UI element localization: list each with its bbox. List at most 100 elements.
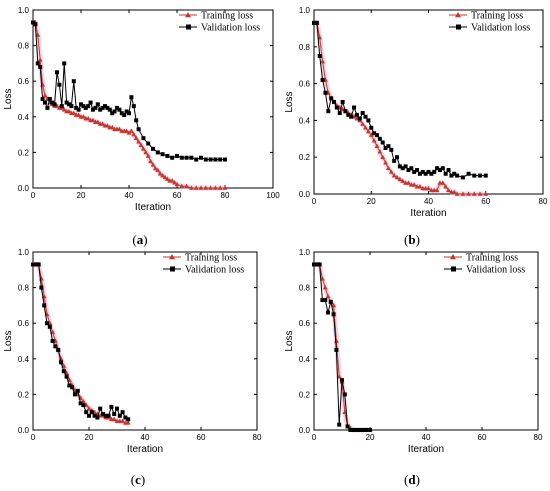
data-point (317, 54, 322, 58)
data-point (117, 107, 122, 112)
data-point (317, 262, 322, 267)
data-point (160, 172, 165, 178)
data-point (126, 130, 132, 135)
data-point (189, 185, 194, 190)
data-point (194, 157, 199, 162)
data-point (71, 110, 77, 116)
x-tick-label: 100 (266, 191, 280, 200)
data-point (352, 105, 357, 110)
data-point (334, 338, 339, 343)
data-point (369, 125, 374, 130)
data-point (332, 100, 337, 104)
data-point (198, 185, 204, 190)
data-point (471, 191, 477, 196)
data-point (314, 262, 319, 267)
data-point (478, 173, 483, 178)
data-point (125, 420, 131, 425)
data-point (67, 383, 72, 388)
data-point (81, 114, 86, 119)
data-point (440, 180, 446, 185)
data-point (360, 111, 365, 116)
data-point (64, 100, 69, 105)
legend-label: Validation loss (201, 23, 260, 34)
data-point (189, 155, 194, 160)
data-point (75, 388, 80, 393)
data-point (83, 105, 88, 110)
data-point (126, 417, 131, 422)
data-point (326, 310, 330, 315)
data-point (61, 369, 66, 374)
legend-marker (451, 266, 456, 272)
data-point (58, 356, 64, 361)
legend-label: Training loss (466, 253, 518, 264)
x-tick-label: 20 (85, 433, 94, 442)
data-point (81, 403, 86, 408)
y-tick-label: 0.0 (18, 184, 30, 193)
x-tick-label: 0 (312, 197, 317, 206)
data-point (320, 298, 325, 303)
data-point (217, 185, 223, 190)
x-tick-label: 60 (173, 191, 182, 200)
data-point (193, 185, 199, 190)
data-point (91, 107, 95, 112)
y-tick-label: 0.6 (299, 319, 311, 328)
data-point (50, 100, 55, 105)
data-point (101, 411, 105, 416)
chart-panel-c: 0.0 0.2 0.4 0.6 0.8 1.0 0 20 40 60 80 Iteration Loss… (3, 248, 262, 487)
x-tick-label: 60 (197, 433, 206, 442)
data-point (160, 152, 165, 157)
data-point (119, 111, 124, 116)
data-point (39, 285, 44, 290)
data-point (55, 70, 59, 75)
data-point (320, 58, 325, 64)
y-tick-label: 0.6 (299, 80, 311, 89)
data-point (342, 392, 347, 397)
plot-frame (313, 9, 544, 195)
data-point (35, 61, 40, 66)
data-point (105, 105, 110, 110)
data-point (349, 114, 354, 119)
data-point (120, 418, 125, 423)
data-point (412, 169, 417, 174)
y-tick-label: 0.8 (18, 284, 30, 293)
data-point (383, 146, 388, 150)
x-tick-label: 80 (221, 191, 230, 200)
data-point (354, 112, 359, 117)
data-point (53, 344, 58, 349)
data-point (86, 104, 91, 109)
data-point (155, 167, 161, 172)
data-point (76, 107, 81, 112)
y-tick-label: 0.4 (18, 113, 30, 122)
data-point (391, 173, 397, 178)
data-point (403, 164, 408, 169)
chart-panel-d: 0.0 0.2 0.4 0.6 0.8 1.0 0 20 40 60 80 Iteration Loss… (284, 248, 543, 487)
data-point (73, 392, 77, 397)
plot-frame (313, 251, 539, 431)
data-point (417, 184, 423, 189)
data-point (222, 185, 228, 190)
data-point (213, 157, 218, 162)
data-point (165, 153, 170, 158)
data-point (59, 360, 63, 365)
data-point (33, 262, 38, 267)
y-tick-label: 0.8 (18, 42, 30, 51)
y-tick-label: 0.0 (18, 426, 30, 435)
data-point (122, 113, 127, 118)
y-tick-label: 0.2 (18, 148, 30, 157)
chart-panel-a: 0.0 0.2 0.4 0.6 0.8 1.0 0 20 40 60 80 100 Iteration L… (3, 6, 280, 247)
x-axis-label: Iteration (135, 202, 171, 213)
data-point (314, 20, 319, 25)
data-point (153, 165, 158, 171)
data-point (380, 140, 385, 145)
data-point (356, 428, 361, 432)
data-point (345, 424, 350, 429)
data-point (340, 100, 345, 104)
data-point (423, 171, 428, 176)
data-point (340, 378, 344, 383)
data-point (440, 166, 445, 171)
data-point (107, 107, 112, 112)
y-tick-label: 0.4 (299, 355, 311, 364)
data-point (141, 136, 146, 141)
data-point (143, 149, 149, 155)
